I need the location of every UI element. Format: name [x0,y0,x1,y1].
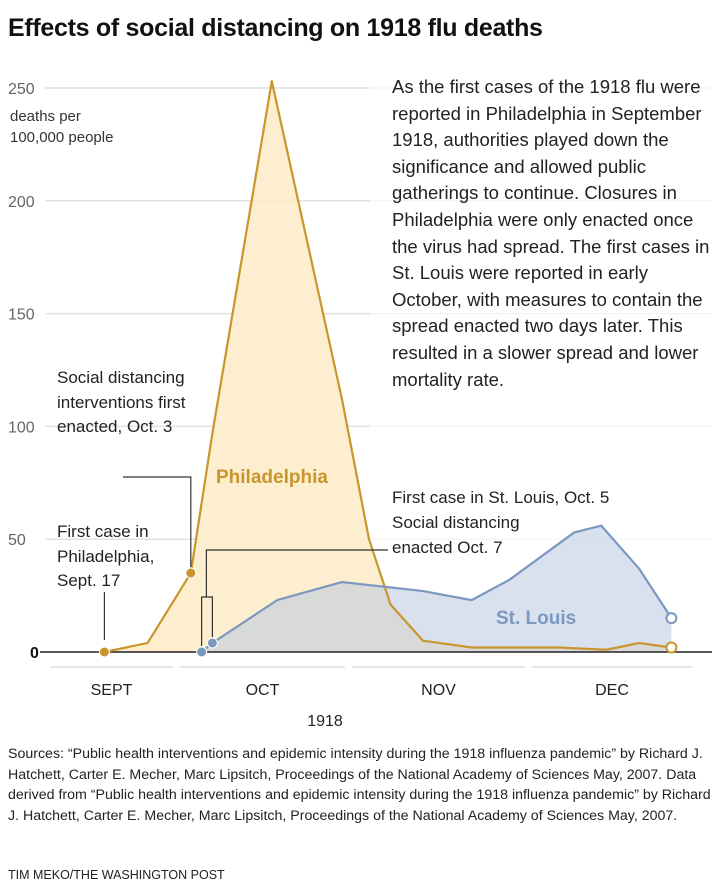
y-axis-label: 100,000 people [10,129,113,146]
x-tick-label: SEPT [91,682,133,699]
y-tick-label: 0 [30,645,39,662]
sources: Sources: “Public health interventions an… [8,746,711,824]
leader-line [205,549,388,597]
annotation-philly-first-case: First case in Philadelphia, Sept. 17 [57,522,155,590]
area-philadelphia [104,81,672,653]
annotation-stl-distancing: Social distancing enacted Oct. 7 [392,513,520,557]
y-tick-label: 200 [8,194,35,211]
line-st-louis [200,524,673,653]
chart-title: Effects of social distancing on 1918 flu… [8,14,543,42]
area-st-louis [201,525,672,652]
y-axis-label: deaths per [10,108,81,125]
leader-line [123,476,192,568]
line-philadelphia [104,80,672,654]
data-point-marker [206,637,218,649]
data-point-marker [665,612,678,625]
annotation-stl-first-case: First case in St. Louis, Oct. 5 [392,488,610,507]
y-tick-label: 50 [8,532,26,549]
chart: 0 50 100 150 200 250 deaths per 100,000 people P… [8,80,712,730]
data-point-marker [196,646,208,658]
body-text: As the first cases of the 1918 flu were … [392,76,710,390]
series-label-st-louis: St. Louis [496,608,576,629]
data-point-marker [185,567,197,579]
y-tick-label: 250 [8,81,35,98]
y-tick-label: 100 [8,419,35,436]
annotation-philly-distancing: Social distancing interventions first en… [57,368,186,436]
series-label-philadelphia: Philadelphia [216,467,328,488]
x-tick-label: DEC [595,682,629,699]
data-point-marker [98,646,110,658]
credit: TIM MEKO/THE WASHINGTON POST [8,868,225,882]
x-tick-label: NOV [421,682,456,699]
x-tick-label: OCT [246,682,280,699]
x-axis-label: 1918 [307,713,343,730]
y-tick-label: 150 [8,307,35,324]
data-point-marker [665,641,678,654]
